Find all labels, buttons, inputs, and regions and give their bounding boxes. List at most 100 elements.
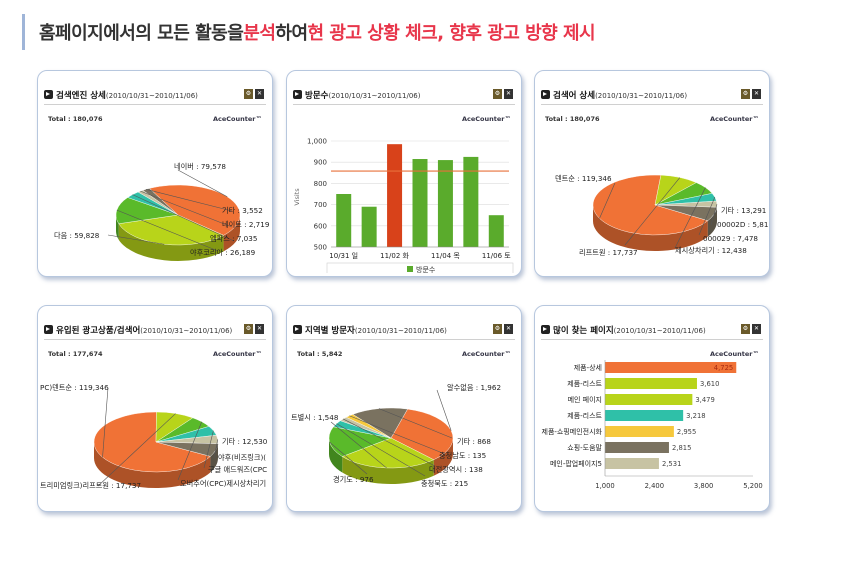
slice-label: 000029 : 7,478 [703, 234, 758, 243]
headline-text-4: 현 광고 상황 체크, 향후 광고 방향 제시 [307, 23, 596, 44]
slice-label: 다음 : 59,828 [54, 231, 100, 240]
widget-title: 지역별 방문자(2010/10/31~2010/11/06) [305, 325, 447, 336]
pie-slice [328, 426, 392, 457]
pie-slice-side [433, 438, 453, 476]
top-pages-widget: 많이 찾는 페이지(2010/10/31~2010/11/06) ⚙ ✕ AceC… [534, 305, 770, 512]
slice-label: 충청북도 : 215 [421, 479, 468, 488]
close-icon[interactable]: ✕ [255, 89, 264, 99]
brand-label: AceCounter™ [709, 350, 759, 358]
bar [463, 156, 479, 247]
leader-line [599, 182, 616, 219]
pie-slice-side [342, 456, 434, 484]
total-count: Total : 177,674 [48, 350, 103, 358]
settings-icon[interactable]: ⚙ [493, 89, 502, 99]
widget-header: 많이 찾는 페이지(2010/10/31~2010/11/06) ⚙ ✕ [541, 320, 763, 340]
close-icon[interactable]: ✕ [255, 324, 264, 334]
widget-title: 많이 찾는 페이지(2010/10/31~2010/11/06) [553, 325, 706, 336]
pie-slice [142, 188, 179, 216]
slice-label: 충청남도 : 135 [439, 451, 486, 460]
category-label: 메인 페이지 [568, 395, 602, 404]
x-tick-label: 11/02 화 [380, 252, 409, 260]
leader-line [140, 190, 233, 228]
bar [437, 160, 453, 247]
brand-label: AceCounter™ [212, 350, 262, 358]
slice-label: 기타 : 868 [457, 437, 491, 446]
category-label: 제품-리스트 [567, 411, 602, 420]
x-tick-label: 11/04 목 [431, 252, 460, 260]
slice-label: 야후코리아 : 26,189 [190, 248, 256, 257]
pie-slice-side [116, 215, 119, 240]
keywords-widget: 검색어 상세(2010/10/31~2010/11/06) ⚙ ✕ Total :… [534, 70, 770, 277]
settings-icon[interactable]: ⚙ [741, 324, 750, 334]
widget-title: 검색엔진 상세(2010/10/31~2010/11/06) [56, 90, 198, 101]
settings-icon[interactable]: ⚙ [244, 89, 253, 99]
legend-swatch [407, 266, 413, 272]
leader-line [132, 194, 235, 242]
play-icon [293, 325, 302, 334]
visitors-bar-chart: 500 600 700 800 900 1,000 Visits 10/31 일 11/02 화… [293, 138, 514, 273]
leader-line [342, 418, 436, 467]
settings-icon[interactable]: ⚙ [493, 324, 502, 334]
regions-widget: 지역별 방문자(2010/10/31~2010/11/06) ⚙ ✕ Total … [286, 305, 522, 512]
bar [605, 458, 659, 469]
widget-header: 지역별 방문자(2010/10/31~2010/11/06) ⚙ ✕ [293, 320, 515, 340]
bar [605, 442, 669, 453]
bar [361, 206, 377, 247]
x-tick-label: 2,400 [645, 482, 664, 490]
play-icon [293, 90, 302, 99]
pie-slice-side [223, 215, 240, 252]
total-count: Total : 5,842 [297, 350, 343, 358]
top-pages-bar-chart: 제품-상세 4,725 제품-리스트 3,610 메인 페이지 3,479 제품-리스트 3,… [542, 360, 763, 490]
legend-label: 방문수 [416, 265, 436, 273]
total-count: Total : 180,076 [545, 115, 600, 123]
brand-label: AceCounter™ [461, 115, 511, 123]
data-label: 2,955 [677, 428, 696, 436]
data-label: 2,815 [672, 444, 691, 452]
leader-line [177, 421, 203, 481]
slice-label: 알수없음 : 1,962 [447, 383, 501, 392]
close-icon[interactable]: ✕ [504, 89, 513, 99]
bar [605, 362, 737, 373]
close-icon[interactable]: ✕ [752, 324, 761, 334]
slice-label: 기타 : 12,530 [222, 437, 268, 446]
bar [605, 426, 674, 437]
data-label: 3,479 [695, 396, 714, 404]
slice-label: 경기도 : 976 [333, 475, 374, 484]
leader-line [674, 187, 706, 249]
x-tick-label: 10/31 일 [329, 251, 358, 260]
bar [488, 215, 504, 247]
slice-label: 오버추어(CPC)제시상차리기 [180, 479, 266, 488]
close-icon[interactable]: ✕ [504, 324, 513, 334]
y-tick-label: 800 [314, 180, 327, 188]
leader-line [107, 234, 165, 245]
y-tick-label: 500 [314, 244, 327, 252]
settings-icon[interactable]: ⚙ [741, 89, 750, 99]
y-tick-label: 900 [314, 159, 327, 167]
bar [412, 159, 428, 247]
leader-line [710, 204, 718, 226]
play-icon [541, 90, 550, 99]
category-label: 메인-팝업페이지5 [550, 459, 602, 468]
settings-icon[interactable]: ⚙ [244, 324, 253, 334]
x-tick-label: 3,800 [694, 482, 713, 490]
close-icon[interactable]: ✕ [752, 89, 761, 99]
brand-label: AceCounter™ [212, 115, 262, 123]
pie-slice-side [94, 442, 211, 488]
category-label: 제품-리스트 [567, 379, 602, 388]
headline-text-2: 분석 [243, 23, 276, 44]
slice-label: 기타 : 13,291 [721, 206, 766, 215]
play-icon [541, 325, 550, 334]
category-label: 쇼핑-도움말 [567, 443, 602, 452]
data-label: 3,610 [700, 380, 719, 388]
slice-label: 네이트 : 2,719 [222, 220, 270, 229]
leader-line [203, 430, 214, 469]
slice-label: 트리미엄링크)리프트원 : 17,737 [40, 481, 141, 490]
pie-slice-side [329, 438, 343, 473]
x-tick-label: 1,000 [595, 482, 614, 490]
category-label: 제품-상세 [574, 363, 602, 372]
leader-line [215, 443, 219, 451]
play-icon [44, 325, 53, 334]
widget-header: 검색엔진 상세(2010/10/31~2010/11/06) ⚙ ✕ [44, 85, 266, 105]
y-tick-label: 700 [314, 201, 327, 209]
leader-line [624, 177, 681, 246]
